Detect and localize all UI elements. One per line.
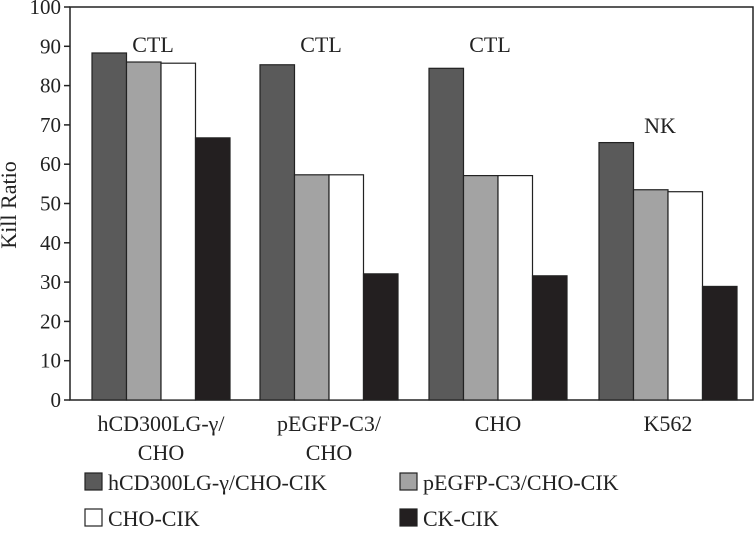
bar-annotation: CTL bbox=[132, 32, 174, 57]
y-tick-label: 70 bbox=[40, 113, 61, 137]
y-tick-label: 100 bbox=[30, 0, 62, 19]
y-tick-label: 60 bbox=[40, 152, 61, 176]
legend-label: CK-CIK bbox=[423, 506, 499, 531]
bar bbox=[462, 174, 499, 401]
x-tick-label: CHO bbox=[475, 411, 521, 436]
bar bbox=[362, 273, 399, 401]
legend-swatch bbox=[399, 472, 418, 491]
y-tick-label: 50 bbox=[40, 192, 61, 216]
bar bbox=[428, 67, 465, 401]
bar bbox=[598, 141, 635, 401]
y-tick-label: 90 bbox=[40, 34, 61, 58]
bar bbox=[632, 189, 669, 401]
bar bbox=[497, 174, 534, 401]
y-tick-label: 80 bbox=[40, 74, 61, 98]
x-tick-label: CHO bbox=[306, 440, 352, 465]
bar bbox=[531, 275, 568, 401]
y-tick-label: 10 bbox=[40, 349, 61, 373]
legend-label: pEGFP-C3/CHO-CIK bbox=[423, 470, 619, 495]
y-tick-label: 30 bbox=[40, 270, 61, 294]
bars bbox=[91, 52, 738, 401]
x-tick-label: CHO bbox=[138, 440, 184, 465]
bar bbox=[125, 61, 162, 401]
legend-swatch bbox=[84, 508, 103, 527]
legend-label: hCD300LG-γ/CHO-CIK bbox=[108, 470, 327, 495]
bar bbox=[701, 285, 738, 401]
x-tick-label: K562 bbox=[644, 411, 693, 436]
y-axis-label: Kill Ratio bbox=[0, 161, 21, 248]
bar-annotation: CTL bbox=[300, 32, 342, 57]
y-tick-label: 0 bbox=[51, 388, 62, 412]
x-tick-label: hCD300LG-γ/ bbox=[97, 411, 225, 436]
y-tick-label: 40 bbox=[40, 231, 61, 255]
bar-annotation: NK bbox=[644, 113, 676, 138]
legend-swatch bbox=[399, 508, 418, 527]
legend-label: CHO-CIK bbox=[108, 506, 200, 531]
bar bbox=[259, 64, 296, 401]
chart-text: 0 10 20 30 40 50 60 70 80 90 100 Kill Ratio hCD300LG… bbox=[0, 0, 692, 465]
bar bbox=[667, 191, 704, 401]
legend-swatch bbox=[84, 472, 103, 491]
plot-area bbox=[64, 6, 754, 401]
bar-annotation: CTL bbox=[469, 32, 511, 57]
bar bbox=[328, 174, 365, 401]
bar bbox=[91, 52, 128, 401]
bar bbox=[194, 137, 231, 401]
bar bbox=[293, 174, 330, 401]
y-tick-label: 20 bbox=[40, 309, 61, 333]
x-tick-label: pEGFP-C3/ bbox=[277, 411, 382, 436]
bar bbox=[160, 62, 197, 401]
legend: hCD300LG-γ/CHO-CIK pEGFP-C3/CHO-CIK CHO-CI… bbox=[84, 470, 619, 531]
